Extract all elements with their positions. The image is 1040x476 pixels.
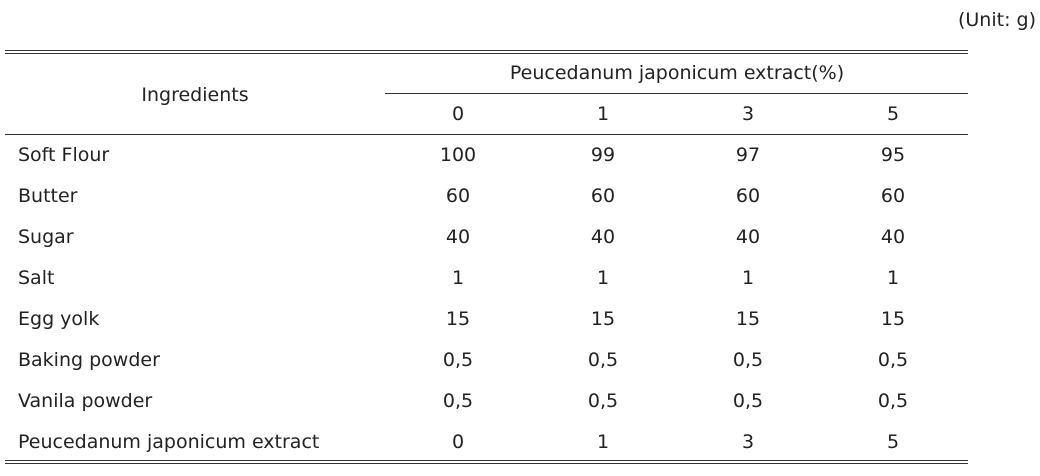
bottom-rule xyxy=(5,463,968,464)
cell: 3 xyxy=(741,431,755,453)
cell: 0,5 xyxy=(587,390,619,412)
column-header: 3 xyxy=(741,103,755,125)
column-header: 0 xyxy=(451,103,465,125)
cell: 1 xyxy=(886,267,900,289)
column-header: 5 xyxy=(886,103,900,125)
cell: 60 xyxy=(880,185,906,207)
row-label: Baking powder xyxy=(18,349,160,371)
cell: 40 xyxy=(735,226,761,248)
header-rule xyxy=(5,134,968,135)
cell: 0,5 xyxy=(587,349,619,371)
unit-label: (Unit: g) xyxy=(957,9,1036,31)
cell: 40 xyxy=(880,226,906,248)
row-label: Egg yolk xyxy=(18,308,100,330)
cell: 0,5 xyxy=(877,349,909,371)
row-label: Salt xyxy=(18,267,55,289)
cell: 1 xyxy=(741,267,755,289)
column-header: 1 xyxy=(596,103,610,125)
group-rule xyxy=(385,93,968,94)
row-label: Sugar xyxy=(18,226,74,248)
top-rule xyxy=(5,53,968,54)
cell: 60 xyxy=(735,185,761,207)
cell: 0,5 xyxy=(442,349,474,371)
cell: 0,5 xyxy=(877,390,909,412)
cell: 5 xyxy=(886,431,900,453)
cell: 15 xyxy=(445,308,471,330)
cell: 1 xyxy=(596,267,610,289)
cell: 99 xyxy=(590,144,616,166)
cell: 40 xyxy=(590,226,616,248)
cell: 60 xyxy=(590,185,616,207)
cell: 15 xyxy=(880,308,906,330)
cell: 15 xyxy=(590,308,616,330)
cell: 95 xyxy=(880,144,906,166)
cell: 40 xyxy=(445,226,471,248)
cell: 0 xyxy=(451,431,465,453)
row-label: Soft Flour xyxy=(18,144,110,166)
top-rule xyxy=(5,50,968,51)
row-label: Peucedanum japonicum extract xyxy=(18,431,320,453)
cell: 1 xyxy=(596,431,610,453)
cell: 0,5 xyxy=(732,390,764,412)
cell: 1 xyxy=(451,267,465,289)
row-header: Ingredients xyxy=(141,84,249,106)
cell: 97 xyxy=(735,144,761,166)
cell: 100 xyxy=(439,144,477,166)
cell: 15 xyxy=(735,308,761,330)
row-label: Vanila powder xyxy=(18,390,153,412)
bottom-rule xyxy=(5,460,968,461)
cell: 0,5 xyxy=(732,349,764,371)
row-label: Butter xyxy=(18,185,78,207)
cell: 60 xyxy=(445,185,471,207)
cell: 0,5 xyxy=(442,390,474,412)
group-header: Peucedanum japonicum extract(%) xyxy=(509,62,845,84)
